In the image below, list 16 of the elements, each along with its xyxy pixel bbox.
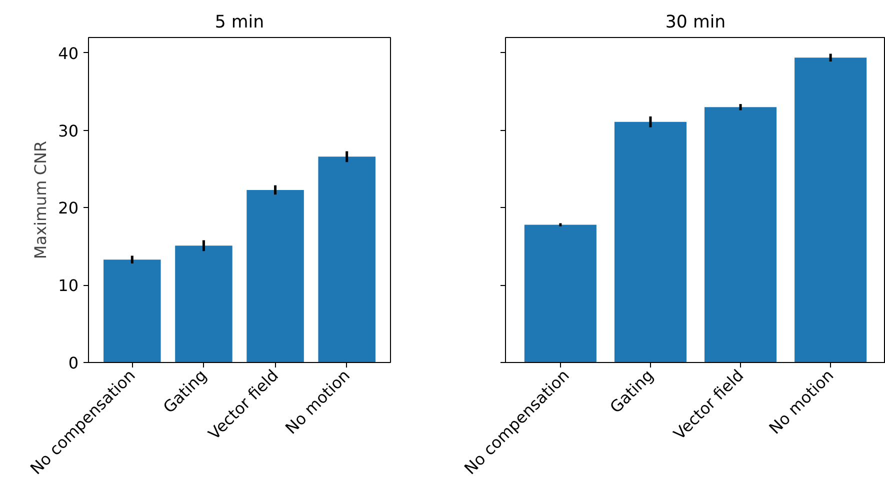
y-axis-title: Maximum CNR — [31, 140, 50, 260]
bar — [794, 58, 867, 362]
chart-title: 30 min — [665, 12, 726, 32]
bar — [104, 260, 161, 362]
bar — [318, 156, 376, 362]
y-tick-label: 10 — [58, 276, 78, 296]
bar — [246, 190, 304, 362]
y-tick-label: 20 — [58, 198, 78, 218]
y-tick-label: 30 — [58, 121, 78, 140]
y-tick-label: 0 — [68, 354, 79, 372]
bar — [704, 107, 777, 362]
bar — [614, 122, 686, 362]
bar — [175, 246, 232, 362]
y-tick-label: 40 — [58, 44, 78, 63]
chart-title: 5 min — [214, 12, 264, 32]
bar — [524, 224, 596, 362]
